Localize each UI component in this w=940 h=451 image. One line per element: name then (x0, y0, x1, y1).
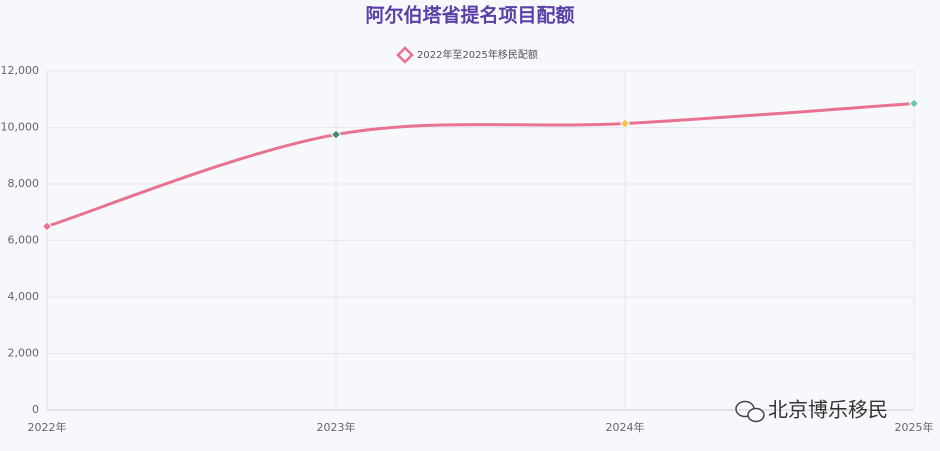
y-tick-label: 4,000 (8, 290, 40, 303)
x-tick-label: 2023年 (317, 420, 356, 434)
y-tick-label: 0 (32, 403, 39, 416)
watermark: 北京博乐移民 (735, 398, 888, 423)
x-tick-label: 2025年 (895, 420, 934, 434)
watermark-text: 北京博乐移民 (768, 398, 888, 422)
y-tick-label: 10,000 (1, 121, 40, 134)
point (330, 129, 342, 140)
x-tick-label: 2024年 (606, 420, 645, 434)
y-tick-label: 8,000 (8, 177, 40, 190)
chart-title: 阿尔伯塔省提名项目配额 (365, 4, 574, 27)
line (46, 101, 915, 228)
y-tick-label: 2,000 (8, 347, 40, 360)
point (41, 221, 53, 232)
legend-symbol (396, 46, 414, 64)
y-tick-label: 6,000 (8, 234, 40, 247)
point (619, 118, 631, 129)
wechat-icon (747, 407, 765, 423)
point (908, 98, 920, 109)
x-tick-label: 2022年 (28, 420, 67, 434)
y-tick-label: 12,000 (1, 64, 40, 77)
legend-label: 2022年至2025年移民配额 (417, 48, 538, 61)
